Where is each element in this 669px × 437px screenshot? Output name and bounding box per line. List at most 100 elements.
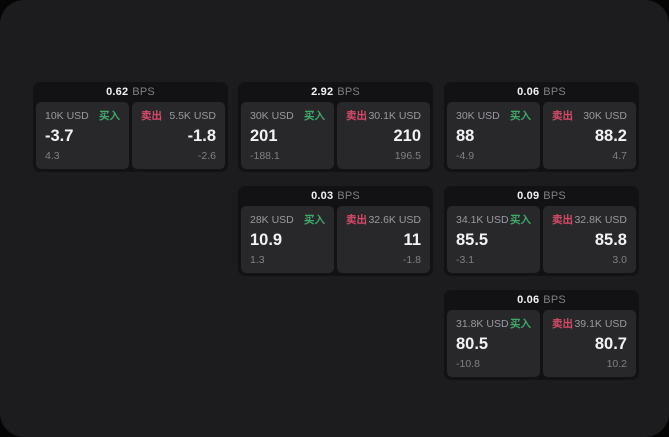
buy-amount: 28K USD xyxy=(250,213,294,226)
sell-tag: 卖出 xyxy=(141,110,162,122)
quotes-grid: 0.62 BPS 10K USD 买入 -3.7 4.3 卖出 5.5K USD xyxy=(33,82,639,380)
buy-tag: 买入 xyxy=(304,110,325,122)
buy-tag: 买入 xyxy=(99,110,120,122)
spread-value: 0.03 xyxy=(311,190,334,202)
sell-panel[interactable]: 卖出 30K USD 88.2 4.7 xyxy=(543,102,636,169)
sell-amount: 5.5K USD xyxy=(169,109,216,122)
sell-delta: 10.2 xyxy=(606,358,627,370)
sell-price: -1.8 xyxy=(187,127,216,146)
buy-panel[interactable]: 30K USD 买入 88 -4.9 xyxy=(447,102,540,169)
buy-panel[interactable]: 31.8K USD 买入 80.5 -10.8 xyxy=(447,310,540,377)
buy-price: 85.5 xyxy=(456,231,489,250)
sell-label-row: 卖出 32.6K USD xyxy=(346,212,421,227)
sell-label-row: 卖出 39.1K USD xyxy=(552,316,627,331)
sell-tag: 卖出 xyxy=(552,214,573,226)
spread-value: 2.92 xyxy=(311,86,334,98)
price-panels: 30K USD 买入 201 -188.1 卖出 30.1K USD 210 1… xyxy=(241,102,430,169)
sell-delta: 4.7 xyxy=(612,150,627,162)
buy-panel[interactable]: 28K USD 买入 10.9 1.3 xyxy=(241,206,334,273)
price-panels: 28K USD 买入 10.9 1.3 卖出 32.6K USD 11 -1.8 xyxy=(241,206,430,273)
sell-tag: 卖出 xyxy=(346,214,367,226)
buy-label-row: 30K USD 买入 xyxy=(456,108,531,123)
buy-label-row: 10K USD 买入 xyxy=(45,108,120,123)
buy-label-row: 31.8K USD 买入 xyxy=(456,316,531,331)
price-panels: 34.1K USD 买入 85.5 -3.1 卖出 32.8K USD 85.8… xyxy=(447,206,636,273)
sell-price: 210 xyxy=(393,127,421,146)
quote-card: 0.62 BPS 10K USD 买入 -3.7 4.3 卖出 5.5K USD xyxy=(33,82,228,172)
quote-card: 0.06 BPS 30K USD 买入 88 -4.9 卖出 30K USD xyxy=(444,82,639,172)
quote-card: 0.03 BPS 28K USD 买入 10.9 1.3 卖出 32.6K US… xyxy=(238,186,433,276)
buy-price: 88 xyxy=(456,127,475,146)
spread-value: 0.62 xyxy=(106,86,129,98)
sell-tag: 卖出 xyxy=(346,110,367,122)
buy-label-row: 34.1K USD 买入 xyxy=(456,212,531,227)
price-panels: 30K USD 买入 88 -4.9 卖出 30K USD 88.2 4.7 xyxy=(447,102,636,169)
sell-price: 80.7 xyxy=(594,335,627,354)
sell-amount: 32.6K USD xyxy=(368,213,421,226)
buy-amount: 10K USD xyxy=(45,109,89,122)
buy-delta: 1.3 xyxy=(250,254,265,266)
sell-panel[interactable]: 卖出 39.1K USD 80.7 10.2 xyxy=(543,310,636,377)
bps-unit: BPS xyxy=(543,190,566,202)
buy-amount: 31.8K USD xyxy=(456,317,509,330)
sell-panel[interactable]: 卖出 32.6K USD 11 -1.8 xyxy=(337,206,430,273)
buy-tag: 买入 xyxy=(510,214,531,226)
sell-panel[interactable]: 卖出 5.5K USD -1.8 -2.6 xyxy=(132,102,225,169)
buy-amount: 34.1K USD xyxy=(456,213,509,226)
bps-unit: BPS xyxy=(543,294,566,306)
buy-panel[interactable]: 10K USD 买入 -3.7 4.3 xyxy=(36,102,129,169)
sell-label-row: 卖出 32.8K USD xyxy=(552,212,627,227)
buy-tag: 买入 xyxy=(510,110,531,122)
sell-price: 11 xyxy=(403,231,421,250)
buy-price: 201 xyxy=(250,127,278,146)
buy-label-row: 28K USD 买入 xyxy=(250,212,325,227)
buy-tag: 买入 xyxy=(304,214,325,226)
sell-label-row: 卖出 30.1K USD xyxy=(346,108,421,123)
sell-delta: 3.0 xyxy=(612,254,627,266)
sell-label-row: 卖出 5.5K USD xyxy=(141,108,216,123)
price-panels: 10K USD 买入 -3.7 4.3 卖出 5.5K USD -1.8 -2.… xyxy=(36,102,225,169)
spread-value: 0.06 xyxy=(517,86,540,98)
buy-panel[interactable]: 30K USD 买入 201 -188.1 xyxy=(241,102,334,169)
sell-tag: 卖出 xyxy=(552,110,573,122)
sell-panel[interactable]: 卖出 32.8K USD 85.8 3.0 xyxy=(543,206,636,273)
buy-amount: 30K USD xyxy=(456,109,500,122)
card-header: 0.06 BPS xyxy=(447,290,636,310)
sell-price: 88.2 xyxy=(594,127,627,146)
sell-price: 85.8 xyxy=(594,231,627,250)
spread-value: 0.06 xyxy=(517,294,540,306)
quote-card: 2.92 BPS 30K USD 买入 201 -188.1 卖出 30.1K … xyxy=(238,82,433,172)
sell-amount: 30.1K USD xyxy=(368,109,421,122)
quote-card: 0.06 BPS 31.8K USD 买入 80.5 -10.8 卖出 39.1… xyxy=(444,290,639,380)
spread-value: 0.09 xyxy=(517,190,540,202)
sell-delta: -1.8 xyxy=(402,254,421,266)
buy-delta: -188.1 xyxy=(250,150,280,162)
bps-unit: BPS xyxy=(543,86,566,98)
sell-label-row: 卖出 30K USD xyxy=(552,108,627,123)
sell-delta: -2.6 xyxy=(197,150,216,162)
sell-amount: 30K USD xyxy=(583,109,627,122)
sell-tag: 卖出 xyxy=(552,318,573,330)
buy-label-row: 30K USD 买入 xyxy=(250,108,325,123)
quote-card: 0.09 BPS 34.1K USD 买入 85.5 -3.1 卖出 32.8K… xyxy=(444,186,639,276)
sell-amount: 39.1K USD xyxy=(574,317,627,330)
card-header: 0.06 BPS xyxy=(447,82,636,102)
bps-unit: BPS xyxy=(132,86,155,98)
buy-panel[interactable]: 34.1K USD 买入 85.5 -3.1 xyxy=(447,206,540,273)
buy-tag: 买入 xyxy=(510,318,531,330)
card-header: 2.92 BPS xyxy=(241,82,430,102)
card-header: 0.09 BPS xyxy=(447,186,636,206)
buy-price: -3.7 xyxy=(45,127,74,146)
sell-delta: 196.5 xyxy=(394,150,421,162)
bps-unit: BPS xyxy=(337,86,360,98)
buy-delta: -4.9 xyxy=(456,150,475,162)
bps-unit: BPS xyxy=(337,190,360,202)
buy-price: 80.5 xyxy=(456,335,489,354)
card-header: 0.03 BPS xyxy=(241,186,430,206)
buy-delta: 4.3 xyxy=(45,150,60,162)
buy-price: 10.9 xyxy=(250,231,283,250)
buy-amount: 30K USD xyxy=(250,109,294,122)
sell-panel[interactable]: 卖出 30.1K USD 210 196.5 xyxy=(337,102,430,169)
buy-delta: -10.8 xyxy=(456,358,480,370)
